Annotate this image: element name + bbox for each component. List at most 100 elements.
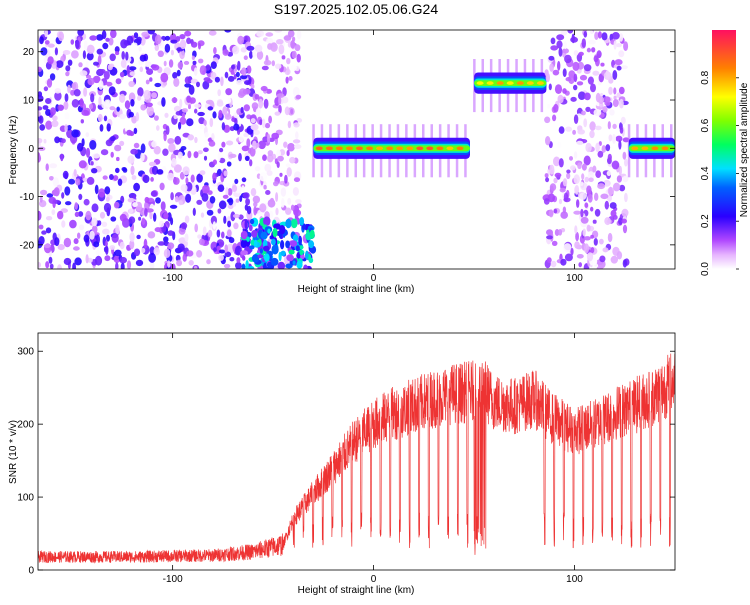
spectrogram-cell xyxy=(224,244,228,253)
spectrogram-cell xyxy=(184,215,190,224)
spectrogram-peak xyxy=(536,81,544,85)
spectrogram-cell xyxy=(120,262,125,269)
spectrogram-cell xyxy=(551,240,558,246)
spectrogram-cell xyxy=(163,248,171,258)
spectrogram-cell xyxy=(105,99,111,108)
spectrogram-cell xyxy=(244,219,248,230)
spectrogram-cell xyxy=(296,30,302,40)
spectrogram-cell xyxy=(61,138,66,144)
spectrogram-cell xyxy=(65,71,70,77)
spectrogram-cell xyxy=(280,240,285,250)
spectrogram-cell xyxy=(262,154,267,161)
spectrogram-cell xyxy=(187,150,192,159)
spectrogram-cell xyxy=(109,174,114,180)
spectrogram-cell xyxy=(554,229,560,236)
spectrogram-cell xyxy=(116,106,120,112)
spectrogram-cell xyxy=(267,150,274,157)
spectrogram-cell xyxy=(277,96,282,105)
spectrogram-cell xyxy=(117,178,123,186)
spectrogram-cell xyxy=(246,65,252,74)
spectrogram-cell xyxy=(273,181,279,187)
spectrogram-cell xyxy=(157,241,166,246)
spectrogram-cell xyxy=(233,74,237,80)
spectrogram-cell xyxy=(608,186,613,197)
spectrogram-cell xyxy=(586,185,592,195)
spectrogram-cell xyxy=(47,43,55,48)
spectrogram-cell xyxy=(124,100,131,110)
spectrogram-cell xyxy=(558,229,563,236)
spectrogram-cell xyxy=(616,65,622,71)
spectrogram-cell xyxy=(41,230,47,235)
spectrogram-cell xyxy=(263,184,267,190)
spectrogram-peak xyxy=(315,146,323,151)
spectrogram-cell xyxy=(98,188,106,198)
spectrogram-cell xyxy=(175,111,182,116)
spectrogram-cell xyxy=(89,230,95,240)
spectrogram-cell xyxy=(154,227,162,233)
spectrogram-cell xyxy=(299,250,304,256)
spectrogram-cell xyxy=(265,88,272,94)
spectrogram-cell xyxy=(163,212,169,220)
spectrogram-cell xyxy=(150,177,154,182)
spectrogram-cell xyxy=(206,209,214,216)
spectrogram-cell xyxy=(225,186,229,197)
spectrogram-cell xyxy=(179,98,183,109)
spectrogram-cell xyxy=(227,188,233,196)
spectrogram-cell xyxy=(197,111,205,117)
spectrogram-cell xyxy=(106,123,111,132)
spectrogram-cell xyxy=(80,119,85,124)
spectrogram-cell xyxy=(563,41,567,50)
spectrogram-cell xyxy=(582,228,586,237)
spectrogram-cell xyxy=(288,249,295,255)
colorbar-tick-label: 0.2 xyxy=(700,214,711,228)
spectrogram-cell xyxy=(185,177,189,185)
spectrogram-peak xyxy=(386,146,394,151)
spectrogram-cell xyxy=(190,174,195,183)
spectrogram-peak xyxy=(335,146,343,151)
spectrogram-cell xyxy=(259,248,263,254)
spectrogram-cell xyxy=(149,246,155,256)
spectrogram-cell xyxy=(214,36,218,43)
spectrogram-peak xyxy=(416,146,424,151)
spectrogram-cell xyxy=(287,142,295,152)
spectrogram-cell xyxy=(170,192,174,201)
spectrogram-cell xyxy=(573,73,578,83)
spectrogram-cell xyxy=(279,225,286,235)
spectrogram-cell xyxy=(266,262,272,268)
spectrogram-cell xyxy=(565,77,572,82)
spectrogram-cell xyxy=(167,172,175,181)
spectrogram-cell xyxy=(545,177,550,183)
spectrogram-cell xyxy=(287,197,292,205)
spectrogram-cell xyxy=(616,251,623,260)
spectrogram-cell xyxy=(246,45,255,51)
spectrogram-cell xyxy=(148,161,157,167)
spectrogram-cell xyxy=(566,169,571,174)
spectrogram-cell xyxy=(38,111,41,117)
spectrogram-cell xyxy=(38,236,45,245)
spectrogram-cell xyxy=(130,165,135,176)
spectrogram-cell xyxy=(119,93,126,103)
spectrogram-cell xyxy=(275,63,282,70)
spectrogram-cell xyxy=(73,238,79,245)
spectrogram-region-tone xyxy=(473,59,547,113)
spectrogram-cell xyxy=(278,44,285,55)
spectrogram-cell xyxy=(609,202,617,209)
spectrogram-cell xyxy=(131,42,138,47)
spectrogram-cell xyxy=(210,71,217,80)
spectrogram-cell xyxy=(241,263,246,269)
spectrogram-cell xyxy=(99,124,104,132)
spectrogram-cell xyxy=(151,92,157,99)
spectrogram-cell xyxy=(289,156,296,164)
spectrogram-cell xyxy=(564,54,572,64)
spectrogram-cell xyxy=(244,155,250,161)
spectrogram-cell xyxy=(588,177,594,183)
spectrogram-cell xyxy=(237,60,241,71)
spectrogram-cell xyxy=(602,106,608,113)
spectrogram-region-tone xyxy=(312,124,470,178)
spectrogram-cell xyxy=(218,157,226,164)
spectrogram-cell xyxy=(179,49,186,60)
spectrogram-cell xyxy=(119,71,125,78)
spectrogram-cell xyxy=(583,236,591,241)
spectrogram-cell xyxy=(544,173,549,178)
